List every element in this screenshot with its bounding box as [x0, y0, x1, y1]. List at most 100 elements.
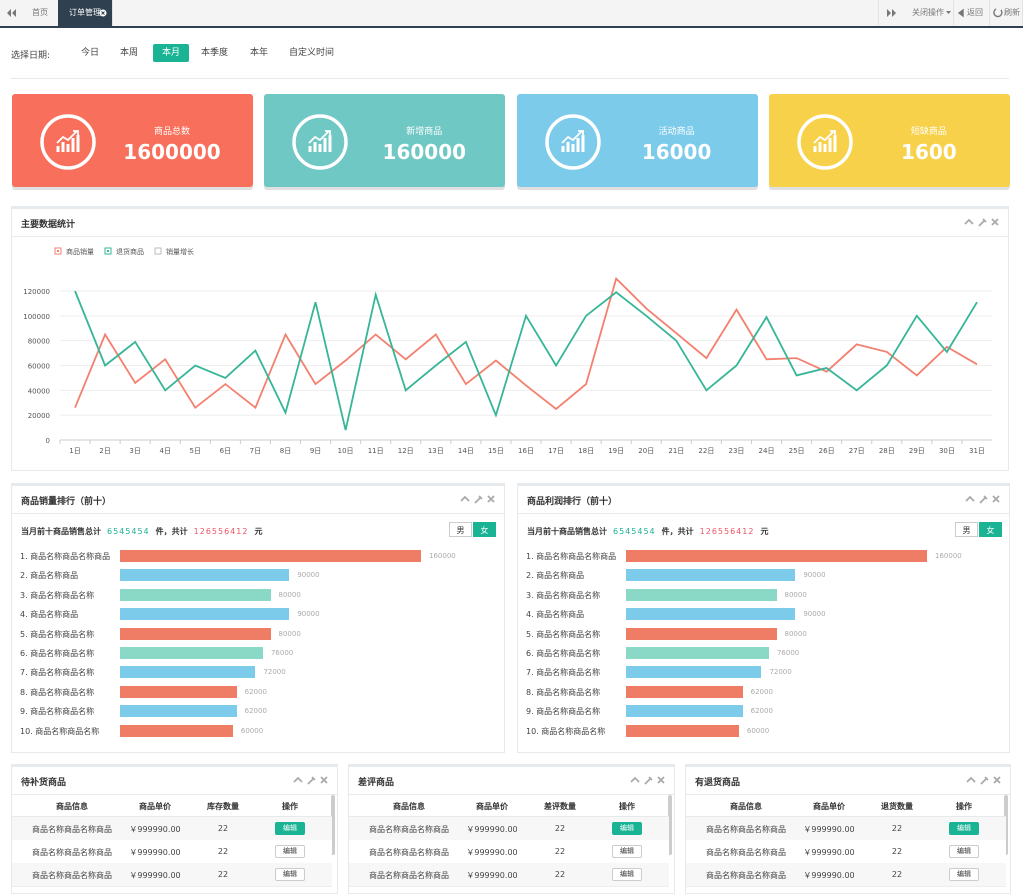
edit-button[interactable]: 编辑	[612, 822, 642, 835]
action-glyph	[957, 8, 964, 18]
edit-button[interactable]: 编辑	[612, 868, 642, 881]
x-tick-label: 17日	[548, 447, 564, 455]
caret	[946, 11, 951, 14]
edit-button[interactable]: 编辑	[275, 845, 305, 858]
tab-action[interactable]: 返回	[953, 0, 990, 26]
y-tick-label: 0	[46, 437, 50, 445]
panel-header: 有退货商品	[686, 767, 1010, 795]
collapse-icon[interactable]	[630, 776, 640, 783]
scrollbar	[668, 795, 672, 855]
bar	[626, 550, 927, 562]
config-icon[interactable]	[978, 218, 987, 227]
collapse-icon[interactable]	[293, 776, 303, 783]
bar-label: 7. 商品名称商品名称	[526, 668, 601, 678]
bar-value: 80000	[784, 590, 807, 599]
close-icon[interactable]	[993, 776, 1001, 784]
double-left-arrow[interactable]	[7, 9, 16, 17]
x-tick-label: 26日	[819, 447, 835, 455]
summary-part: 当月前十商品销售总计	[21, 527, 101, 536]
column-header: 商品信息	[730, 802, 762, 811]
date-option[interactable]: 本月	[153, 44, 190, 62]
double-right-arrow[interactable]	[887, 9, 896, 17]
table-panel: 待补货商品 商品信息 商品单价 库存数量 操作 商品名称商品名称商品 ￥999990.00 2…	[11, 764, 338, 894]
tab-action[interactable]: 关闭操作	[903, 0, 954, 26]
x-tick-label: 31日	[969, 447, 985, 455]
x-tick-label: 1日	[69, 447, 80, 455]
config-icon[interactable]	[307, 776, 316, 785]
config-icon[interactable]	[644, 776, 653, 785]
gender-toggle[interactable]: 男	[955, 522, 978, 537]
x-tick-label: 22日	[698, 447, 714, 455]
x-tick-label: 25日	[789, 447, 805, 455]
edit-button[interactable]: 编辑	[275, 868, 305, 881]
date-option[interactable]: 本年	[250, 48, 269, 58]
bar	[120, 647, 263, 659]
gender-toggle[interactable]: 女	[473, 522, 496, 537]
collapse-icon[interactable]	[460, 495, 470, 502]
table-cell: 22	[217, 824, 229, 833]
config-icon[interactable]	[980, 776, 989, 785]
panel-title: 商品利润排行（前十）	[527, 497, 618, 507]
bar	[120, 608, 290, 621]
config-icon[interactable]	[979, 495, 988, 504]
action-label: 关闭操作	[912, 8, 944, 17]
edit-button[interactable]: 编辑	[949, 868, 979, 881]
bar-label: 9. 商品名称商品名称	[20, 707, 95, 717]
summary-part: 件，共计	[661, 527, 694, 536]
table-cell: ￥999990.00	[803, 848, 855, 857]
y-tick-label: 100000	[23, 313, 50, 321]
close-icon[interactable]	[991, 218, 999, 226]
date-filter: 选择日期: 今日 本周 本月 本季度 本年 自定义时间	[0, 30, 1023, 80]
date-option[interactable]: 本季度	[201, 48, 229, 58]
config-icon[interactable]	[474, 495, 483, 504]
tab-action[interactable]: 刷新	[990, 0, 1023, 26]
icon-bars	[56, 135, 80, 152]
gender-toggle[interactable]: 女	[979, 522, 1002, 537]
gender-toggle[interactable]: 男	[449, 522, 472, 537]
column-header: 操作	[956, 802, 972, 811]
bar-value: 80000	[278, 629, 301, 638]
table-cell: 商品名称商品名称商品	[706, 871, 786, 880]
icon-bars	[813, 135, 837, 152]
summary: 当月前十商品销售总计 6545454 件，共计 126556412 元	[527, 526, 774, 537]
collapse-icon[interactable]	[965, 495, 975, 502]
date-option[interactable]: 今日	[81, 48, 100, 58]
x-tick-label: 11日	[368, 447, 384, 455]
edit-button[interactable]: 编辑	[949, 822, 979, 835]
bar-label: 8. 商品名称商品名称	[526, 687, 601, 697]
filter-label: 选择日期:	[11, 51, 51, 61]
edit-button[interactable]: 编辑	[949, 845, 979, 858]
stat-value: 1600000	[123, 140, 221, 164]
icon-bars	[561, 135, 585, 152]
summary-part: 126556412	[699, 527, 755, 536]
close-icon[interactable]	[992, 495, 1000, 503]
bar-label: 6. 商品名称商品名称	[526, 649, 601, 658]
y-tick-label: 40000	[28, 387, 50, 395]
line-series	[74, 290, 978, 431]
panel-tools	[293, 776, 328, 785]
legend-label: 商品销量	[66, 247, 94, 256]
close-icon[interactable]	[320, 776, 328, 784]
date-option[interactable]: 本周	[120, 48, 139, 58]
collapse-icon[interactable]	[966, 776, 976, 783]
tab-active[interactable]: 订单管理	[58, 0, 113, 26]
bar	[626, 724, 739, 737]
edit-button[interactable]: 编辑	[612, 845, 642, 858]
bar-label: 9. 商品名称商品名称	[526, 707, 601, 717]
action-icon	[957, 8, 964, 18]
bar-label: 3. 商品名称商品名称	[20, 590, 95, 600]
bar	[120, 588, 271, 601]
panel-header: 商品销量排行（前十）	[12, 486, 504, 514]
edit-button[interactable]: 编辑	[275, 822, 305, 835]
table-cell: 22	[217, 870, 229, 879]
date-option[interactable]: 自定义时间	[289, 48, 335, 58]
close-icon[interactable]	[487, 495, 495, 503]
table-cell: ￥999990.00	[466, 825, 518, 834]
x-tick-label: 8日	[280, 447, 291, 455]
bar-label: 7. 商品名称商品名称	[20, 668, 95, 678]
card-icon	[292, 114, 349, 170]
bar	[626, 569, 796, 582]
tab[interactable]: 首页	[22, 0, 59, 26]
collapse-icon[interactable]	[964, 218, 974, 225]
close-icon[interactable]	[657, 776, 665, 784]
